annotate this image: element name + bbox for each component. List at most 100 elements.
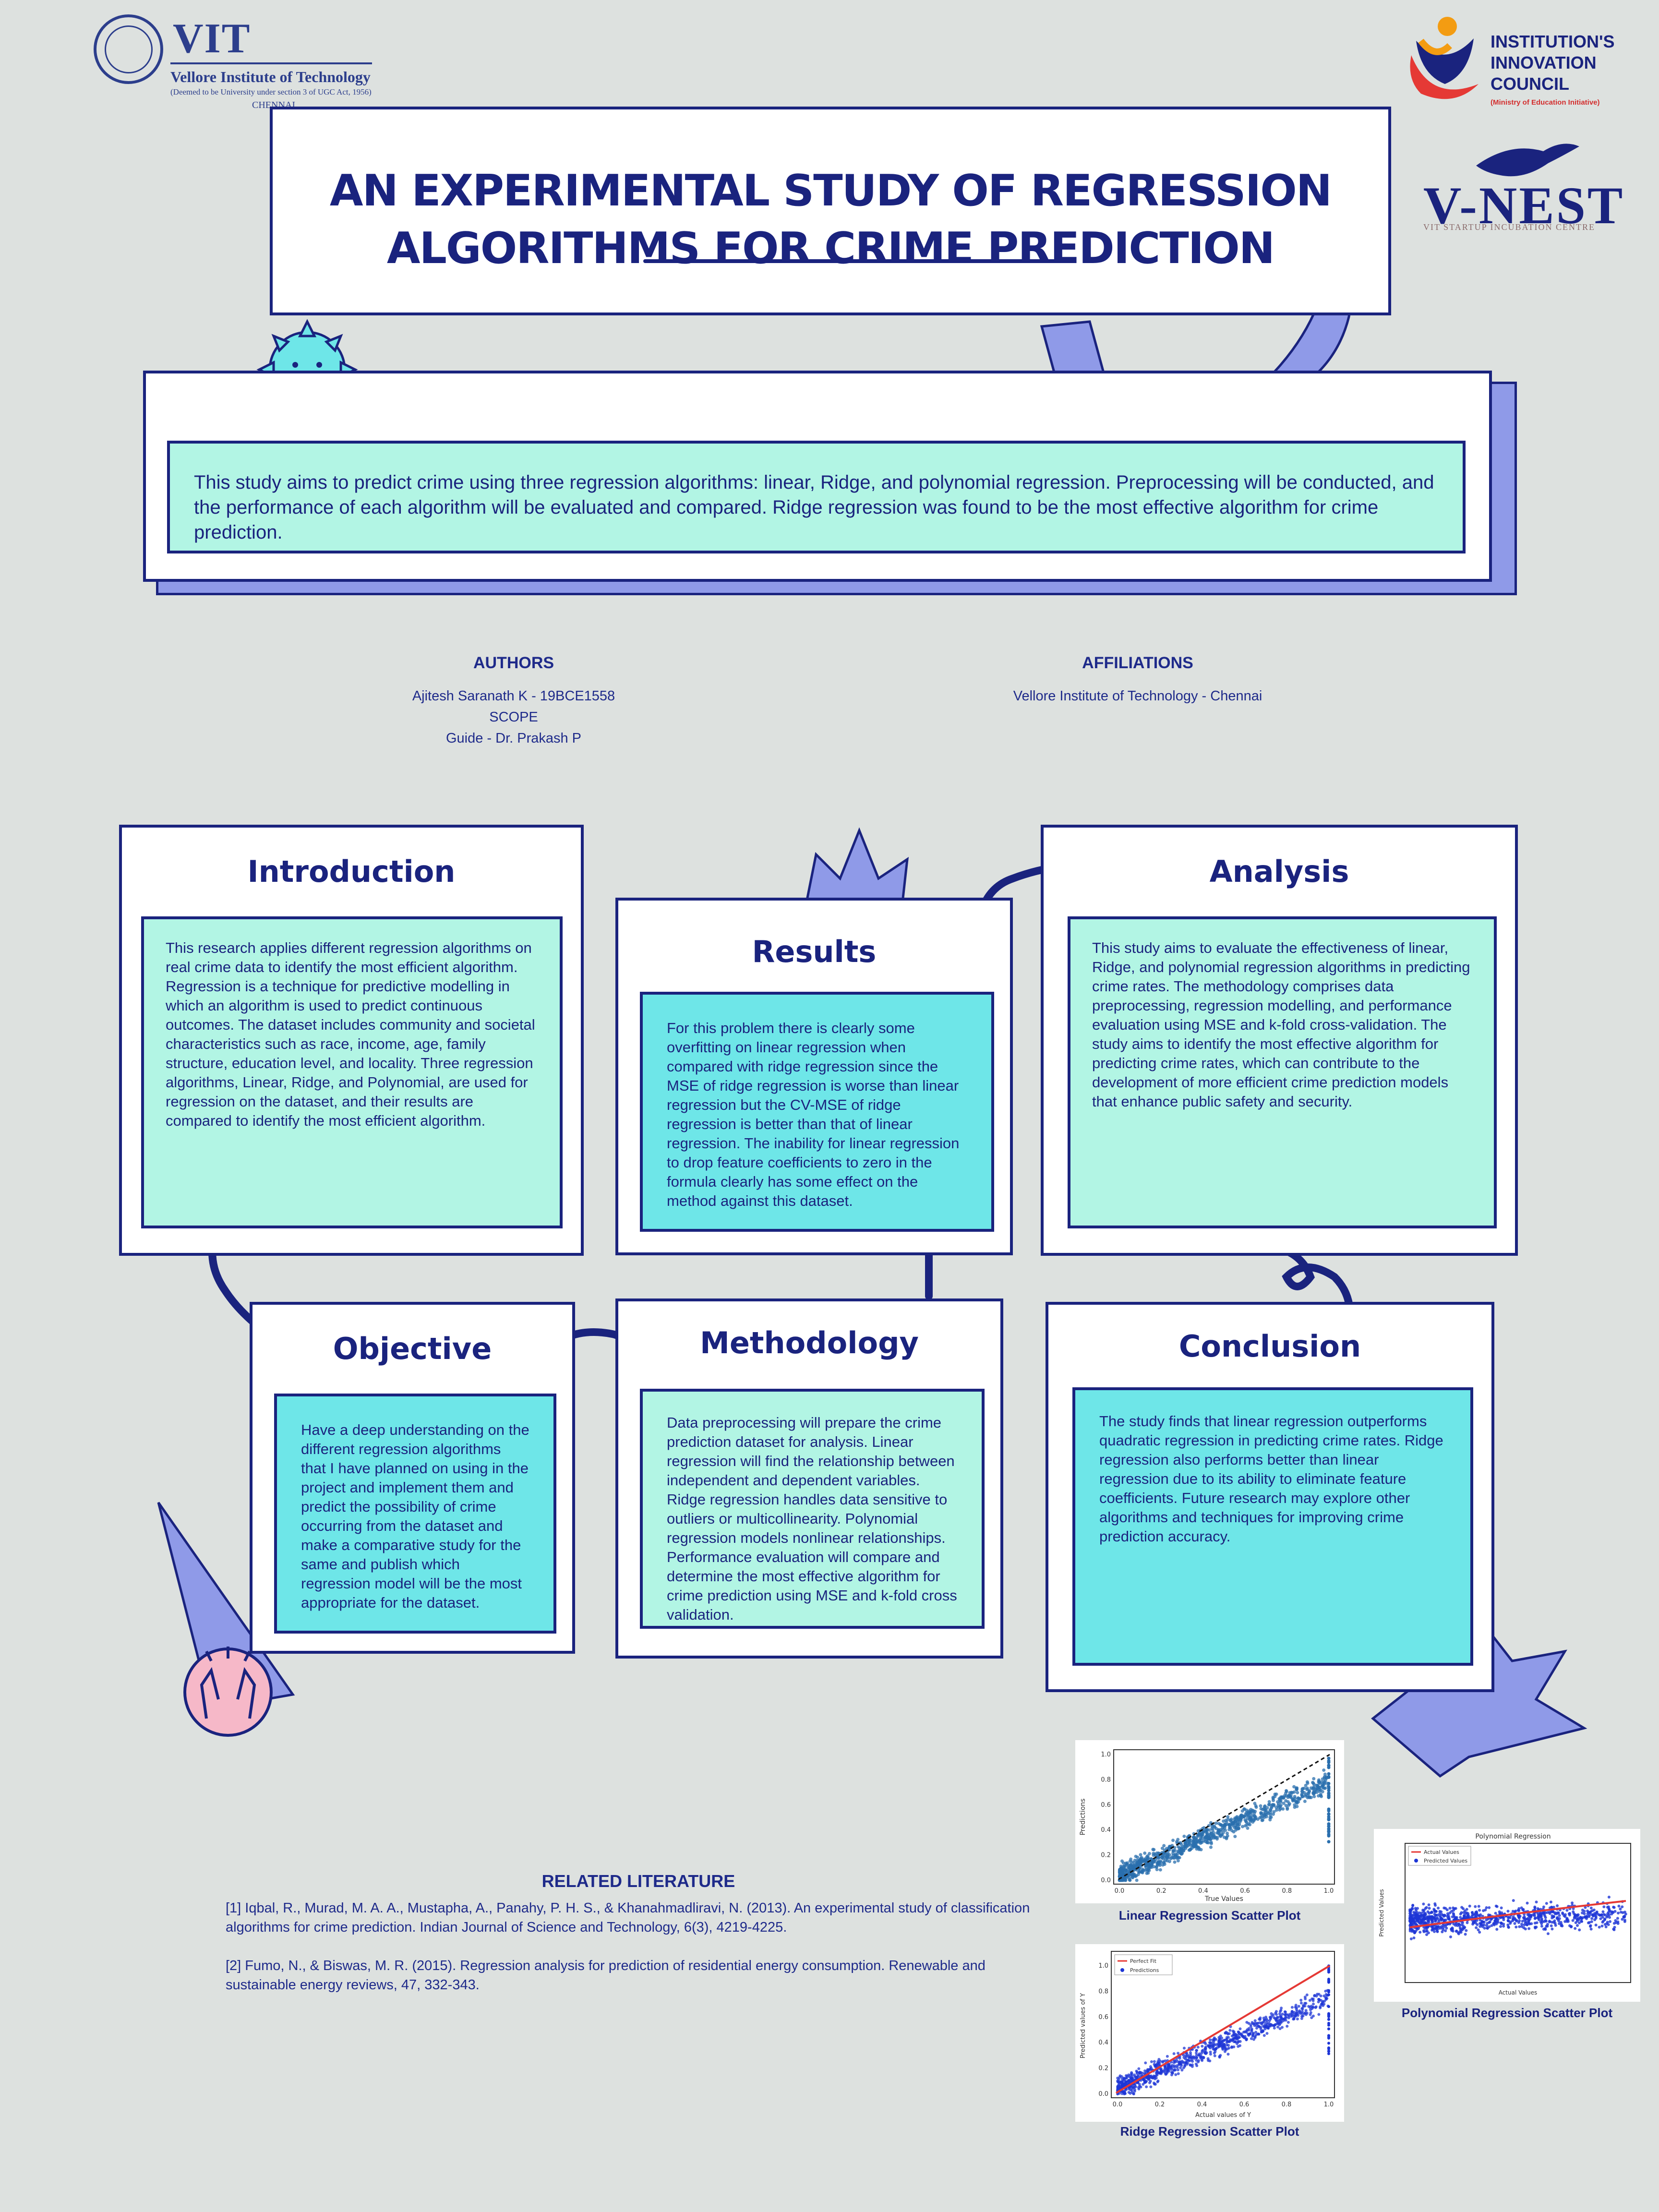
scatter-point [1265, 2032, 1269, 2035]
scatter-point [1494, 1904, 1498, 1908]
scatter-point [1539, 1915, 1543, 1919]
scatter-point [1278, 1808, 1282, 1812]
scatter-point [1212, 1836, 1216, 1840]
scatter-point [1478, 1909, 1481, 1912]
scatter-point [1135, 2069, 1138, 2073]
scatter-point [1303, 2002, 1307, 2005]
scatter-point [1479, 1925, 1482, 1928]
scatter-point [1552, 1906, 1555, 1909]
y-tick-label: 1.0 [1101, 1751, 1111, 1758]
scatter-point [1557, 1919, 1561, 1923]
scatter-point [1219, 2054, 1222, 2057]
iic-logo-sub: (Ministry of Education Initiative) [1491, 98, 1600, 107]
scatter-point [1260, 1815, 1263, 1819]
scatter-point [1250, 2029, 1253, 2032]
scatter-point [1455, 1930, 1458, 1933]
scatter-point [1139, 1853, 1142, 1857]
scatter-point [1136, 2075, 1140, 2078]
scatter-point [1610, 1910, 1613, 1913]
scatter-point [1245, 2038, 1248, 2041]
scatter-point [1163, 1863, 1166, 1866]
scatter-point [1453, 1918, 1456, 1921]
scatter-point [1613, 1910, 1617, 1913]
scatter-point [1604, 1925, 1608, 1929]
scatter-point [1286, 2020, 1290, 2024]
scatter-point [1574, 1921, 1577, 1924]
scatter-point [1295, 2013, 1298, 2017]
scatter-point [1521, 1920, 1524, 1923]
scatter-point [1218, 2044, 1221, 2048]
scatter-point [1272, 2013, 1275, 2017]
scatter-point [1160, 1846, 1164, 1850]
scatter-point [1224, 2032, 1227, 2035]
scatter-point [1249, 2025, 1252, 2028]
scatter-point [1317, 1780, 1321, 1784]
scatter-point [1195, 2051, 1198, 2055]
scatter-point [1304, 1997, 1307, 2001]
scatter-point [1302, 1786, 1306, 1790]
scatter-point [1535, 1900, 1538, 1904]
scatter-point [1129, 1873, 1133, 1876]
scatter-point [1430, 1911, 1433, 1914]
y-tick-label: 0.8 [1101, 1776, 1111, 1783]
scatter-point [1296, 2010, 1299, 2013]
scatter-point [1263, 1804, 1267, 1808]
scatter-point [1465, 1908, 1468, 1911]
scatter-point [1172, 2068, 1176, 2072]
scatter-point [1408, 1929, 1412, 1933]
title-line2: ALGORITHMS FOR CRIME PREDICTION [386, 223, 1275, 274]
scatter-point [1237, 1826, 1240, 1830]
scatter-point [1211, 1824, 1214, 1828]
x-tick-label: 0.4 [1198, 1887, 1208, 1895]
scatter-point [1220, 2036, 1224, 2040]
scatter-point [1195, 2058, 1198, 2062]
scatter-point [1594, 1923, 1598, 1927]
scatter-point [1479, 1922, 1482, 1925]
scatter-point [1146, 1854, 1150, 1858]
scatter-point [1171, 2071, 1174, 2074]
scatter-point [1281, 2012, 1284, 2016]
scatter-point [1319, 2006, 1322, 2009]
scatter-point [1280, 2026, 1284, 2029]
scatter-point [1317, 1993, 1321, 1996]
scatter-point [1414, 1911, 1418, 1915]
scatter-point [1255, 2024, 1258, 2027]
scatter-point [1212, 1830, 1215, 1834]
scatter-point [1418, 1914, 1421, 1918]
author-guide: Guide - Dr. Prakash P [445, 731, 582, 746]
scatter-point [1327, 2049, 1330, 2053]
scatter-point [1322, 1786, 1326, 1790]
related-list: [1] Iqbal, R., Murad, M. A. A., Mustapha… [226, 1899, 1032, 1995]
scatter-point [1456, 1924, 1459, 1927]
scatter-point [1182, 2046, 1186, 2050]
scatter-point [1238, 2027, 1242, 2031]
scatter-point [1120, 2075, 1123, 2079]
scatter-point [1300, 2007, 1304, 2010]
scatter-point [1594, 1916, 1598, 1920]
scatter-point [1285, 1790, 1288, 1793]
scatter-point [1310, 2016, 1313, 2020]
scatter-point [1158, 1868, 1162, 1872]
scatter-point [1327, 1756, 1331, 1760]
vit-logo-fullname: Vellore Institute of Technology [170, 68, 371, 85]
scatter-point [1278, 1804, 1282, 1808]
scatter-point [1304, 1783, 1308, 1787]
vit-seal-icon [94, 14, 163, 84]
scatter-point [1518, 1925, 1521, 1928]
scatter-point [1145, 2085, 1148, 2089]
scatter-point [1584, 1915, 1587, 1918]
scatter-point [1486, 1926, 1489, 1930]
scatter-point [1240, 1825, 1244, 1828]
x-tick-label: 0.8 [1282, 2101, 1292, 2108]
scatter-point [1288, 1794, 1292, 1798]
scatter-point [1601, 1915, 1604, 1919]
scatter-point [1327, 1822, 1331, 1826]
scatter-point [1211, 2045, 1214, 2049]
poster-title: AN EXPERIMENTAL STUDY OF REGRESSION ALGO… [273, 162, 1388, 277]
scatter-point [1208, 2044, 1211, 2047]
scatter-point [1241, 2034, 1244, 2038]
scatter-point [1608, 1916, 1611, 1919]
scatter-point [1217, 2040, 1220, 2043]
scatter-point [1413, 1922, 1416, 1925]
scatter-point [1459, 1928, 1462, 1931]
